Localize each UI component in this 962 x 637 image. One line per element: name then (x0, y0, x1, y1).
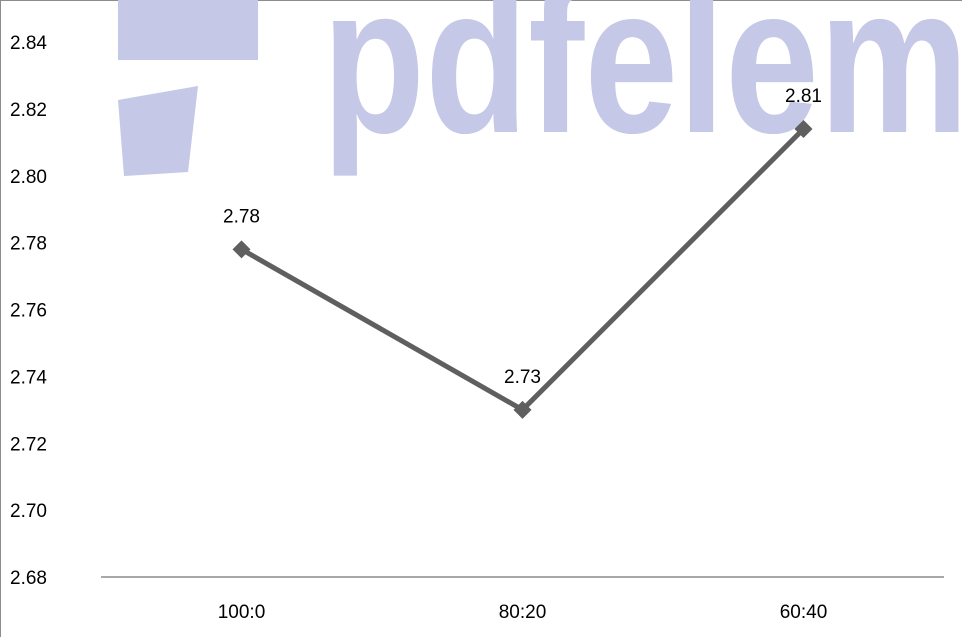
y-tick-label: 2.84 (10, 33, 47, 54)
y-tick-label: 2.76 (10, 301, 47, 322)
y-tick-label: 2.74 (10, 367, 47, 388)
x-tick-label: 60:40 (780, 602, 828, 623)
watermark-text: pdfelement (322, 0, 962, 177)
data-point-marker (513, 400, 532, 419)
x-tick-label: 100:0 (218, 602, 266, 623)
data-label: 2.81 (785, 86, 822, 107)
y-tick-label: 2.72 (10, 434, 47, 455)
series-layer: 2.78 2.73 2.81 (223, 86, 822, 419)
y-tick-label: 2.78 (10, 234, 47, 255)
x-axis-ticks: 100:0 80:20 60:40 (218, 602, 828, 623)
watermark-logo-upper-shape (118, 0, 258, 60)
y-axis-ticks: 2.68 2.70 2.72 2.74 2.76 2.78 2.80 2.82 2.84 (10, 33, 47, 589)
data-label: 2.78 (223, 206, 260, 227)
data-label: 2.73 (504, 367, 541, 388)
y-tick-label: 2.80 (10, 167, 47, 188)
y-tick-label: 2.68 (10, 568, 47, 589)
data-point-marker (232, 240, 251, 259)
watermark-logo-lower-shape (118, 86, 198, 176)
y-tick-label: 2.70 (10, 501, 47, 522)
data-point-marker (794, 119, 813, 138)
x-tick-label: 80:20 (499, 602, 547, 623)
watermark-logo: pdfelement (118, 0, 962, 177)
y-tick-label: 2.82 (10, 100, 47, 121)
